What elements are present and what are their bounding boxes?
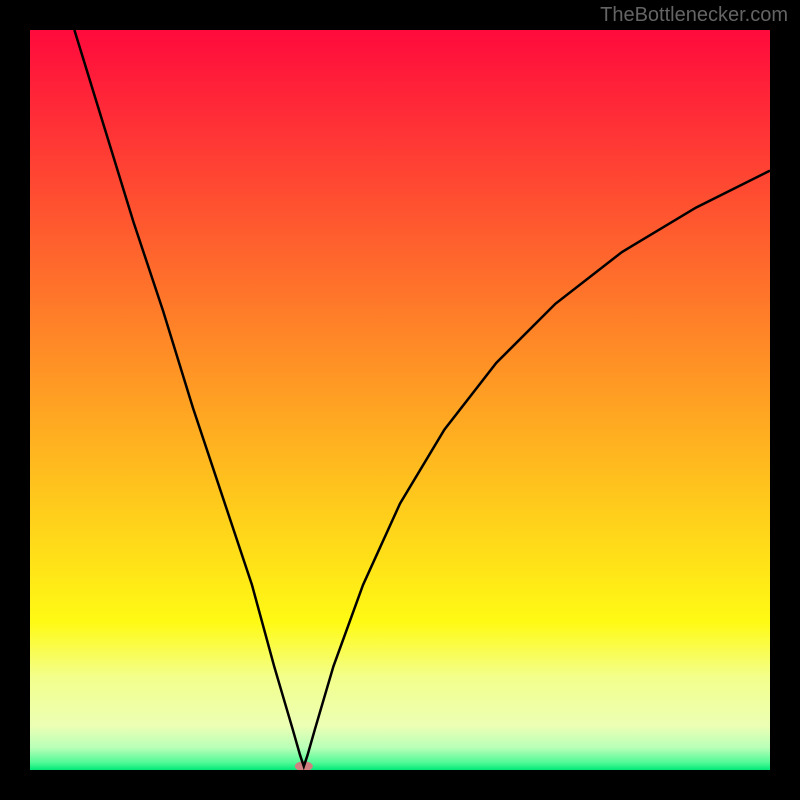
curve-layer xyxy=(30,30,770,770)
watermark-text: TheBottlenecker.com xyxy=(600,4,788,27)
plot-area xyxy=(30,30,770,770)
bottleneck-curve xyxy=(74,30,770,766)
